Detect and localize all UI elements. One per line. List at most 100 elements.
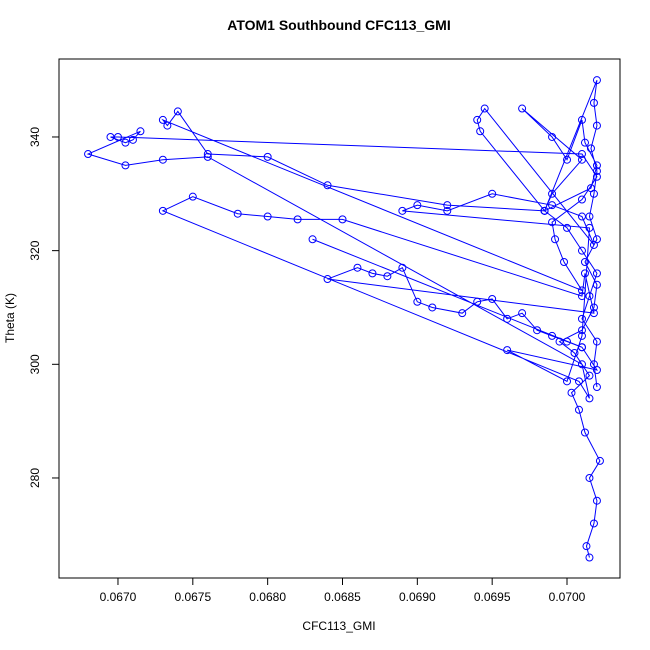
data-point bbox=[158, 115, 167, 124]
x-tick-label: 0.0695 bbox=[474, 590, 511, 604]
data-point bbox=[443, 206, 452, 215]
data-point bbox=[563, 223, 572, 232]
data-point bbox=[589, 98, 598, 107]
data-point bbox=[592, 269, 601, 278]
data-point bbox=[413, 297, 422, 306]
data-point bbox=[548, 189, 557, 198]
data-point bbox=[368, 269, 377, 278]
data-point bbox=[589, 360, 598, 369]
x-tick-label: 0.0700 bbox=[549, 590, 586, 604]
data-point bbox=[353, 263, 362, 272]
chart-title: ATOM1 Southbound CFC113_GMI bbox=[227, 17, 451, 33]
data-point bbox=[473, 297, 482, 306]
data-point bbox=[293, 215, 302, 224]
data-point bbox=[592, 76, 601, 85]
data-point bbox=[158, 206, 167, 215]
data-point bbox=[548, 132, 557, 141]
data-point bbox=[548, 201, 557, 210]
data-point bbox=[585, 223, 594, 232]
data-point bbox=[577, 212, 586, 221]
data-point bbox=[203, 150, 212, 159]
plot-frame bbox=[58, 58, 621, 579]
data-point bbox=[580, 138, 589, 147]
data-point bbox=[548, 218, 557, 227]
data-point bbox=[585, 473, 594, 482]
data-point bbox=[589, 309, 598, 318]
y-tick-label: 320 bbox=[28, 240, 42, 260]
data-point bbox=[263, 152, 272, 161]
data-point bbox=[577, 326, 586, 335]
data-point bbox=[589, 519, 598, 528]
data-point bbox=[577, 115, 586, 124]
data-point bbox=[592, 161, 601, 170]
x-axis-label: CFC113_GMI bbox=[302, 619, 375, 633]
data-point bbox=[577, 155, 586, 164]
data-point bbox=[473, 115, 482, 124]
data-point bbox=[121, 161, 130, 170]
data-point bbox=[580, 258, 589, 267]
x-tick-label: 0.0670 bbox=[100, 590, 137, 604]
data-point bbox=[548, 331, 557, 340]
data-point bbox=[574, 377, 583, 386]
data-point bbox=[592, 337, 601, 346]
data-point bbox=[503, 346, 512, 355]
data-point bbox=[586, 184, 595, 193]
y-tick-label: 340 bbox=[28, 127, 42, 147]
data-point bbox=[585, 292, 594, 301]
data-point bbox=[476, 127, 485, 136]
data-point bbox=[595, 456, 604, 465]
data-point bbox=[84, 150, 93, 159]
data-point bbox=[518, 309, 527, 318]
data-point bbox=[308, 235, 317, 244]
x-tick-label: 0.0685 bbox=[324, 590, 361, 604]
data-point bbox=[589, 240, 598, 249]
data-point bbox=[592, 172, 601, 181]
data-point bbox=[577, 286, 586, 295]
data-point bbox=[570, 348, 579, 357]
data-point bbox=[398, 206, 407, 215]
data-point bbox=[158, 155, 167, 164]
data-point bbox=[203, 152, 212, 161]
data-point bbox=[582, 542, 591, 551]
data-point bbox=[518, 104, 527, 113]
data-point bbox=[323, 275, 332, 284]
data-point bbox=[577, 343, 586, 352]
data-point bbox=[592, 496, 601, 505]
data-point bbox=[540, 206, 549, 215]
data-point bbox=[580, 269, 589, 278]
data-point bbox=[592, 167, 601, 176]
data-point bbox=[263, 212, 272, 221]
data-point bbox=[128, 135, 137, 144]
data-point bbox=[589, 303, 598, 312]
data-point bbox=[563, 155, 572, 164]
data-point bbox=[488, 189, 497, 198]
data-line bbox=[86, 79, 601, 558]
data-point bbox=[323, 181, 332, 190]
data-point bbox=[577, 195, 586, 204]
x-tick-label: 0.0675 bbox=[174, 590, 211, 604]
data-point bbox=[480, 104, 489, 113]
data-point bbox=[580, 428, 589, 437]
data-point bbox=[413, 201, 422, 210]
data-point bbox=[567, 388, 576, 397]
data-point bbox=[592, 280, 601, 289]
data-point bbox=[585, 394, 594, 403]
data-point bbox=[574, 405, 583, 414]
data-point bbox=[338, 215, 347, 224]
data-point bbox=[136, 127, 145, 136]
data-point bbox=[563, 377, 572, 386]
data-point bbox=[563, 337, 572, 346]
data-point bbox=[551, 235, 560, 244]
data-point bbox=[443, 201, 452, 210]
y-axis-label: Theta (K) bbox=[3, 293, 17, 343]
data-point bbox=[585, 553, 594, 562]
data-point bbox=[533, 326, 542, 335]
data-point bbox=[586, 144, 595, 153]
data-point bbox=[428, 303, 437, 312]
data-point bbox=[188, 192, 197, 201]
y-tick-label: 300 bbox=[28, 354, 42, 374]
data-point bbox=[106, 132, 115, 141]
data-point bbox=[592, 383, 601, 392]
x-tick-label: 0.0690 bbox=[399, 590, 436, 604]
